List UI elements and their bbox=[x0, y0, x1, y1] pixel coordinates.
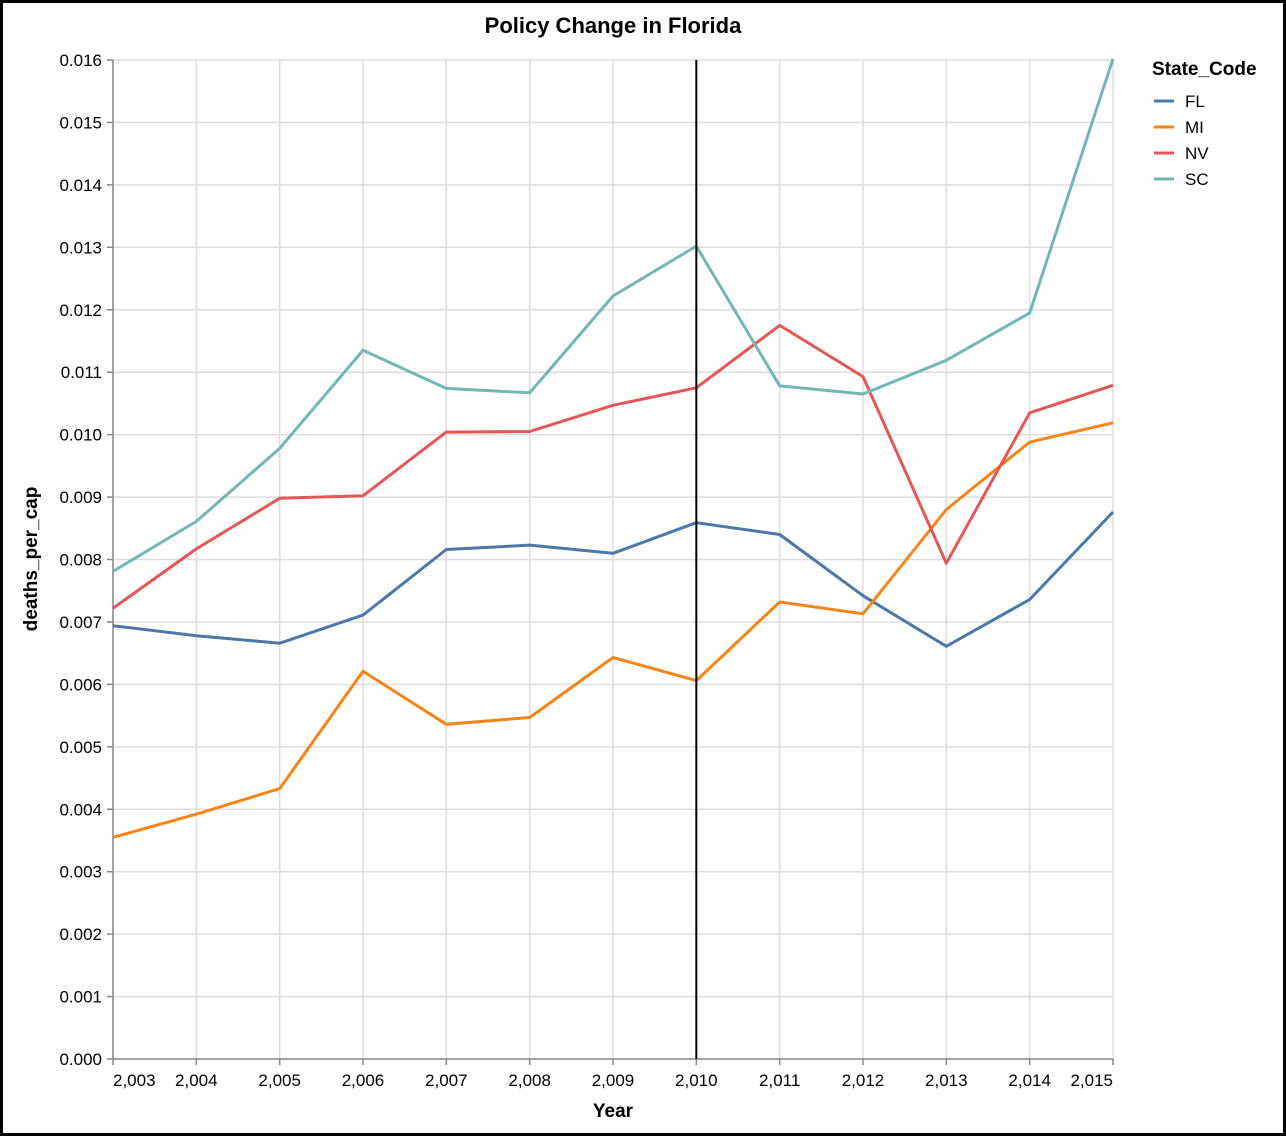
y-tick-label: 0.010 bbox=[59, 426, 102, 445]
x-tick-label: 2,008 bbox=[508, 1071, 551, 1090]
x-tick-label: 2,011 bbox=[759, 1071, 800, 1090]
y-tick-label: 0.005 bbox=[59, 738, 102, 757]
y-tick-label: 0.004 bbox=[59, 800, 102, 819]
y-tick-label: 0.006 bbox=[59, 675, 102, 694]
x-tick-label: 2,015 bbox=[1070, 1071, 1113, 1090]
x-tick-label: 2,004 bbox=[175, 1071, 218, 1090]
legend-label-fl: FL bbox=[1185, 92, 1205, 111]
line-chart: Policy Change in Florida 0.000 0.001 0.002… bbox=[21, 13, 1257, 1122]
x-tick-label: 2,003 bbox=[113, 1071, 156, 1090]
y-tick-label: 0.012 bbox=[59, 301, 102, 320]
x-tick-label: 2,014 bbox=[1008, 1071, 1051, 1090]
y-tick-label: 0.014 bbox=[59, 176, 102, 195]
y-tick-label: 0.013 bbox=[59, 238, 102, 257]
series-line-sc bbox=[112, 58, 1115, 573]
x-tick-label: 2,006 bbox=[342, 1071, 385, 1090]
y-tick-label: 0.002 bbox=[59, 925, 102, 944]
series-line-mi bbox=[112, 421, 1114, 839]
y-tick-label: 0.011 bbox=[61, 363, 102, 382]
x-tick-label: 2,009 bbox=[592, 1071, 635, 1090]
x-tick-label: 2,012 bbox=[842, 1071, 885, 1090]
y-axis-title: deaths_per_cap bbox=[21, 487, 42, 632]
legend-title: State_Code bbox=[1152, 59, 1257, 80]
legend: State_Code FL MI NV SC bbox=[1152, 59, 1257, 189]
y-tick-label: 0.007 bbox=[59, 613, 102, 632]
y-tick-label: 0.015 bbox=[59, 113, 102, 132]
series-lines bbox=[112, 58, 1115, 839]
x-tick-label: 2,007 bbox=[425, 1071, 468, 1090]
y-tick-label: 0.003 bbox=[59, 863, 102, 882]
chart-title: Policy Change in Florida bbox=[485, 13, 742, 38]
y-tick-label: 0.009 bbox=[59, 488, 102, 507]
grid-lines bbox=[112, 59, 1114, 1060]
y-tick-label: 0.000 bbox=[59, 1050, 102, 1069]
legend-label-nv: NV bbox=[1185, 144, 1209, 163]
y-tick-label: 0.001 bbox=[59, 988, 102, 1007]
y-tick-label: 0.016 bbox=[59, 51, 102, 70]
series-line-nv bbox=[112, 323, 1114, 610]
axes: 0.000 0.001 0.002 0.003 0.004 0.005 0.006 0.007… bbox=[59, 51, 1114, 1090]
series-line-fl bbox=[112, 510, 1115, 648]
y-tick-label: 0.008 bbox=[59, 551, 102, 570]
x-tick-label: 2,013 bbox=[925, 1071, 968, 1090]
x-axis-title: Year bbox=[593, 1101, 634, 1122]
x-tick-label: 2,005 bbox=[258, 1071, 301, 1090]
legend-label-sc: SC bbox=[1185, 170, 1209, 189]
x-tick-label: 2,010 bbox=[675, 1071, 718, 1090]
legend-label-mi: MI bbox=[1185, 118, 1204, 137]
